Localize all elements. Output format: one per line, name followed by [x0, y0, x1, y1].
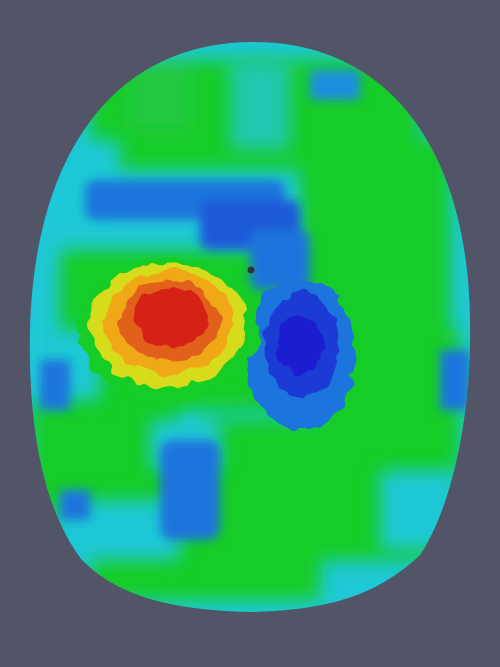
blue-regions — [40, 70, 470, 540]
deep-blue-blob — [245, 280, 355, 430]
hot-spot — [80, 258, 260, 402]
probe-marker — [247, 266, 255, 274]
